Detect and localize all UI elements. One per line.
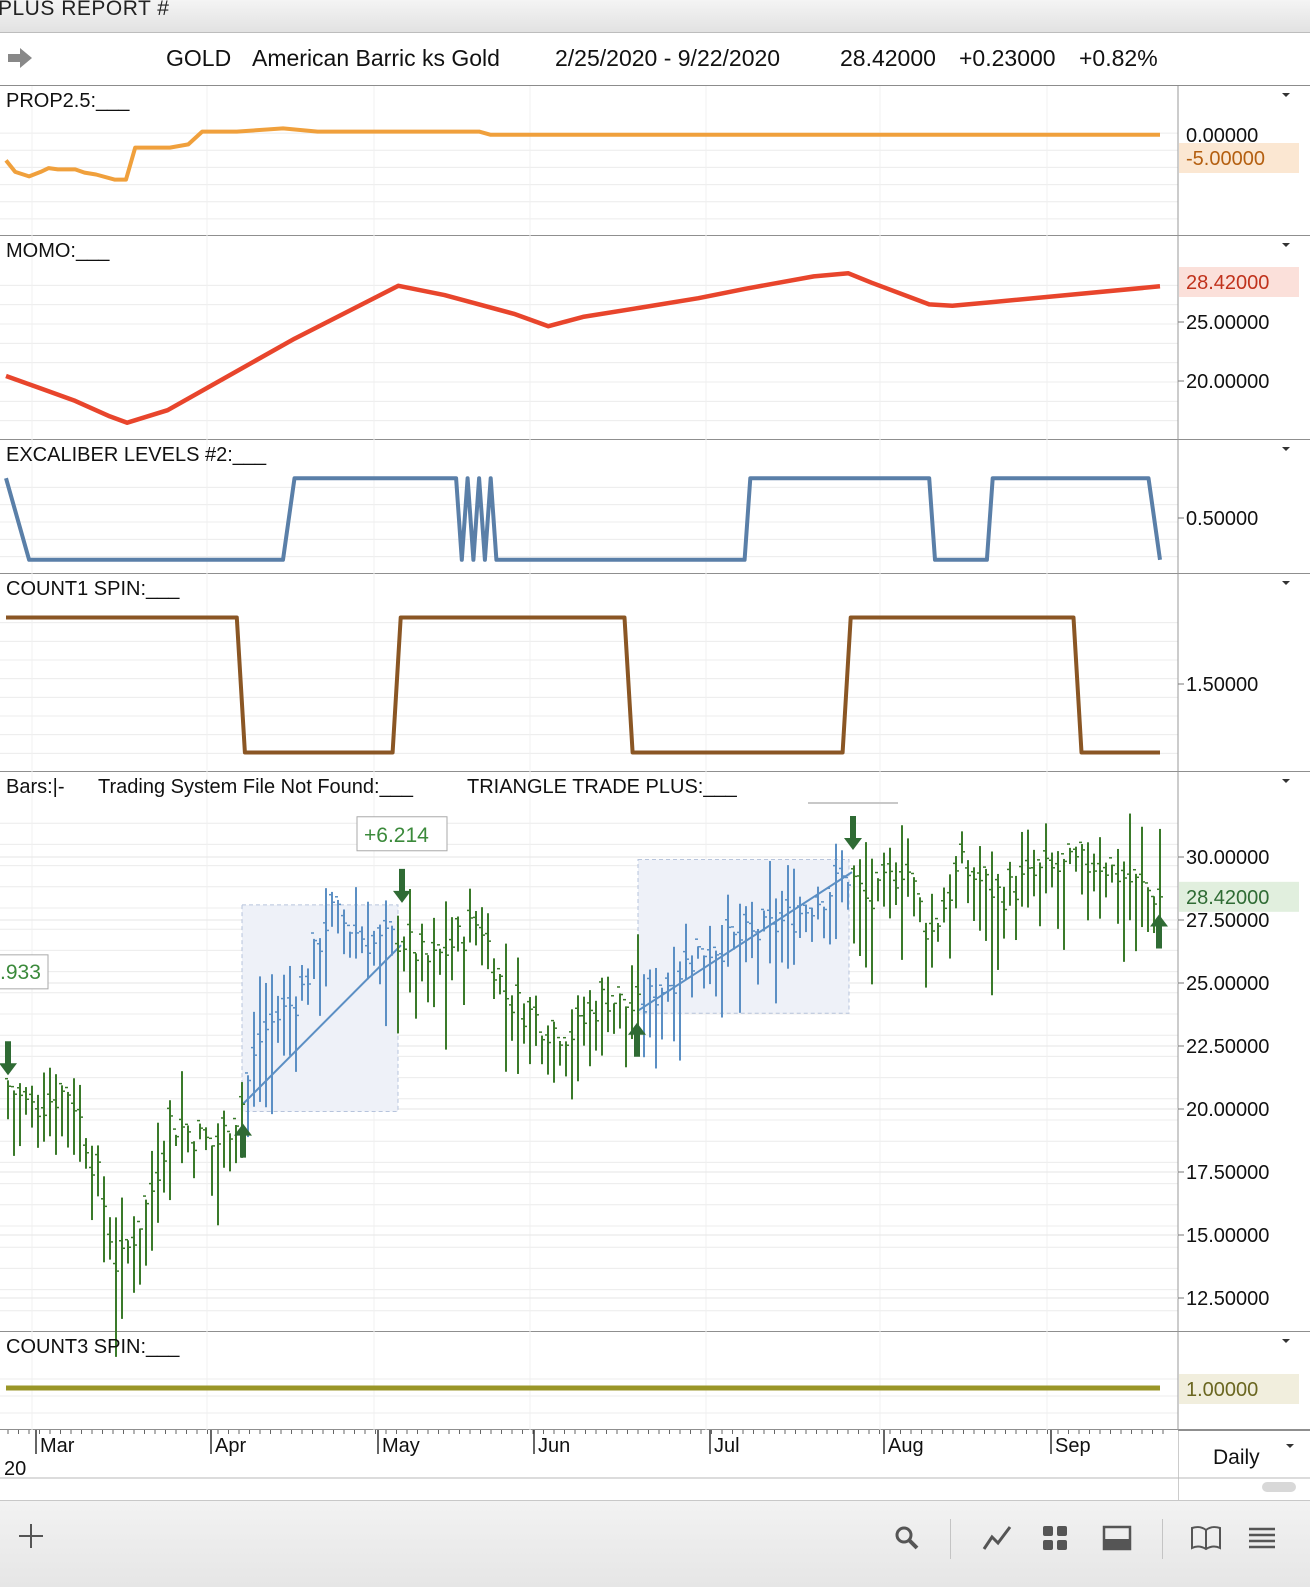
sell-arrow-icon [0, 1041, 17, 1076]
annotation-box [0, 954, 49, 990]
axis-tick-label: 22.50000 [1186, 1036, 1269, 1058]
sell-arrow-icon [393, 868, 411, 903]
buy-arrow-icon [1150, 914, 1168, 949]
axis-tick-label: 20.00000 [1186, 1099, 1269, 1121]
pane-background [0, 86, 1310, 236]
excal-line [4, 476, 1162, 562]
trend-line-1 [242, 944, 402, 1105]
buy-arrow-icon [234, 1123, 252, 1158]
pane-title: PROP2.5:___ [6, 90, 130, 112]
axis-tick-label: 27.50000 [1186, 910, 1269, 932]
pane-menu-icon [1282, 581, 1290, 585]
month-label: Jun [538, 1435, 570, 1457]
net-change: +0.23000 [959, 45, 1056, 71]
pane-background [0, 574, 1310, 772]
count3-price-label: 1.00000 [1186, 1379, 1258, 1401]
pane-background [0, 236, 1310, 440]
symbol: GOLD [166, 45, 232, 71]
axis-tick-label: 25.00000 [1186, 973, 1269, 995]
divider [1162, 1519, 1163, 1559]
prop-price-label-bg [1179, 143, 1299, 173]
bars-price-label: 28.42000 [1186, 887, 1269, 909]
pane-title: MOMO:___ [6, 240, 110, 262]
pane-menu-icon [1282, 243, 1290, 247]
legend-bars: Bars:|- [6, 776, 65, 798]
search-icon[interactable] [894, 1525, 920, 1551]
count1-line [6, 615, 1160, 755]
window-title: PLUS REPORT # [0, 0, 170, 20]
pane-background [0, 1332, 1310, 1430]
axis-tick-label-partial: 0.00000 [1186, 125, 1258, 147]
symbol-info-bar: GOLD American Barric ks Gold 2/25/2020 -… [0, 33, 1310, 86]
buy-arrow-icon [628, 1022, 646, 1057]
axis-tick-label: 15.00000 [1186, 1225, 1269, 1247]
axis-tick-label: 17.50000 [1186, 1162, 1269, 1184]
add-icon[interactable] [18, 1523, 44, 1549]
pane-menu-icon [1282, 447, 1290, 451]
list-icon[interactable] [1248, 1525, 1276, 1551]
divider [950, 1519, 951, 1559]
time-axis-background [0, 1430, 1178, 1500]
axis-tick-label: 30.00000 [1186, 847, 1269, 869]
pane-menu-icon [1282, 1339, 1290, 1343]
prop-line [4, 126, 1160, 182]
percent-change: +0.82% [1079, 45, 1158, 71]
momo-price-label: 28.42000 [1186, 272, 1269, 294]
month-label: Jul [714, 1435, 740, 1457]
annotation-label: +6.214 [364, 824, 429, 847]
chart-line-icon[interactable] [982, 1523, 1012, 1553]
security-name: American Barric ks Gold [252, 45, 500, 71]
legend-trading-system: Trading System File Not Found:___ [98, 776, 414, 798]
date-range: 2/25/2020 - 9/22/2020 [555, 45, 781, 71]
prop-price-label: -5.00000 [1186, 148, 1265, 170]
arrow-right-icon[interactable] [6, 47, 34, 69]
horizontal-scrollbar[interactable] [1262, 1482, 1296, 1492]
annotation-label: .933 [0, 961, 41, 984]
pane-background [0, 440, 1310, 574]
legend-triangle: TRIANGLE TRADE PLUS:___ [467, 776, 738, 798]
annotation-box [356, 816, 448, 852]
chart-area[interactable]: PROP2.5:___ 0.00000-5.00000 MOMO:___ 28.420… [0, 86, 1310, 1500]
grid-icon[interactable] [1042, 1525, 1068, 1551]
axis-tick-label: 25.00000 [1186, 312, 1269, 334]
month-label: Aug [888, 1435, 924, 1457]
book-icon[interactable] [1190, 1525, 1222, 1551]
month-label: Apr [215, 1435, 246, 1457]
momo-line [5, 271, 1161, 425]
pane-title: COUNT1 SPIN:___ [6, 578, 180, 600]
pane-title: EXCALIBER LEVELS #2:___ [6, 444, 267, 466]
axis-tick-label: 12.50000 [1186, 1288, 1269, 1310]
momo-price-label-bg [1179, 267, 1299, 297]
month-label: May [382, 1435, 420, 1457]
last-price: 28.42000 [840, 45, 936, 71]
pane-menu-icon [1282, 779, 1290, 783]
bottom-toolbar [0, 1500, 1310, 1587]
month-label: Mar [40, 1435, 75, 1457]
year-label: 20 [4, 1458, 26, 1480]
pane-menu-icon [1282, 93, 1290, 97]
axis-tick-label: 20.00000 [1186, 371, 1269, 393]
axis-tick-label: 1.50000 [1186, 674, 1258, 696]
panel-icon[interactable] [1102, 1525, 1132, 1551]
timeframe-chevron-icon [1286, 1444, 1294, 1448]
title-bar: PLUS REPORT # [0, 0, 1310, 33]
axis-tick-label: 0.50000 [1186, 508, 1258, 530]
bars-price-label-bg [1179, 881, 1299, 912]
timeframe-selector[interactable]: Daily [1213, 1446, 1260, 1469]
count3-price-label-bg [1179, 1374, 1299, 1404]
sell-arrow-icon [844, 815, 862, 850]
month-label: Sep [1055, 1435, 1091, 1457]
pane-title: COUNT3 SPIN:___ [6, 1336, 180, 1358]
